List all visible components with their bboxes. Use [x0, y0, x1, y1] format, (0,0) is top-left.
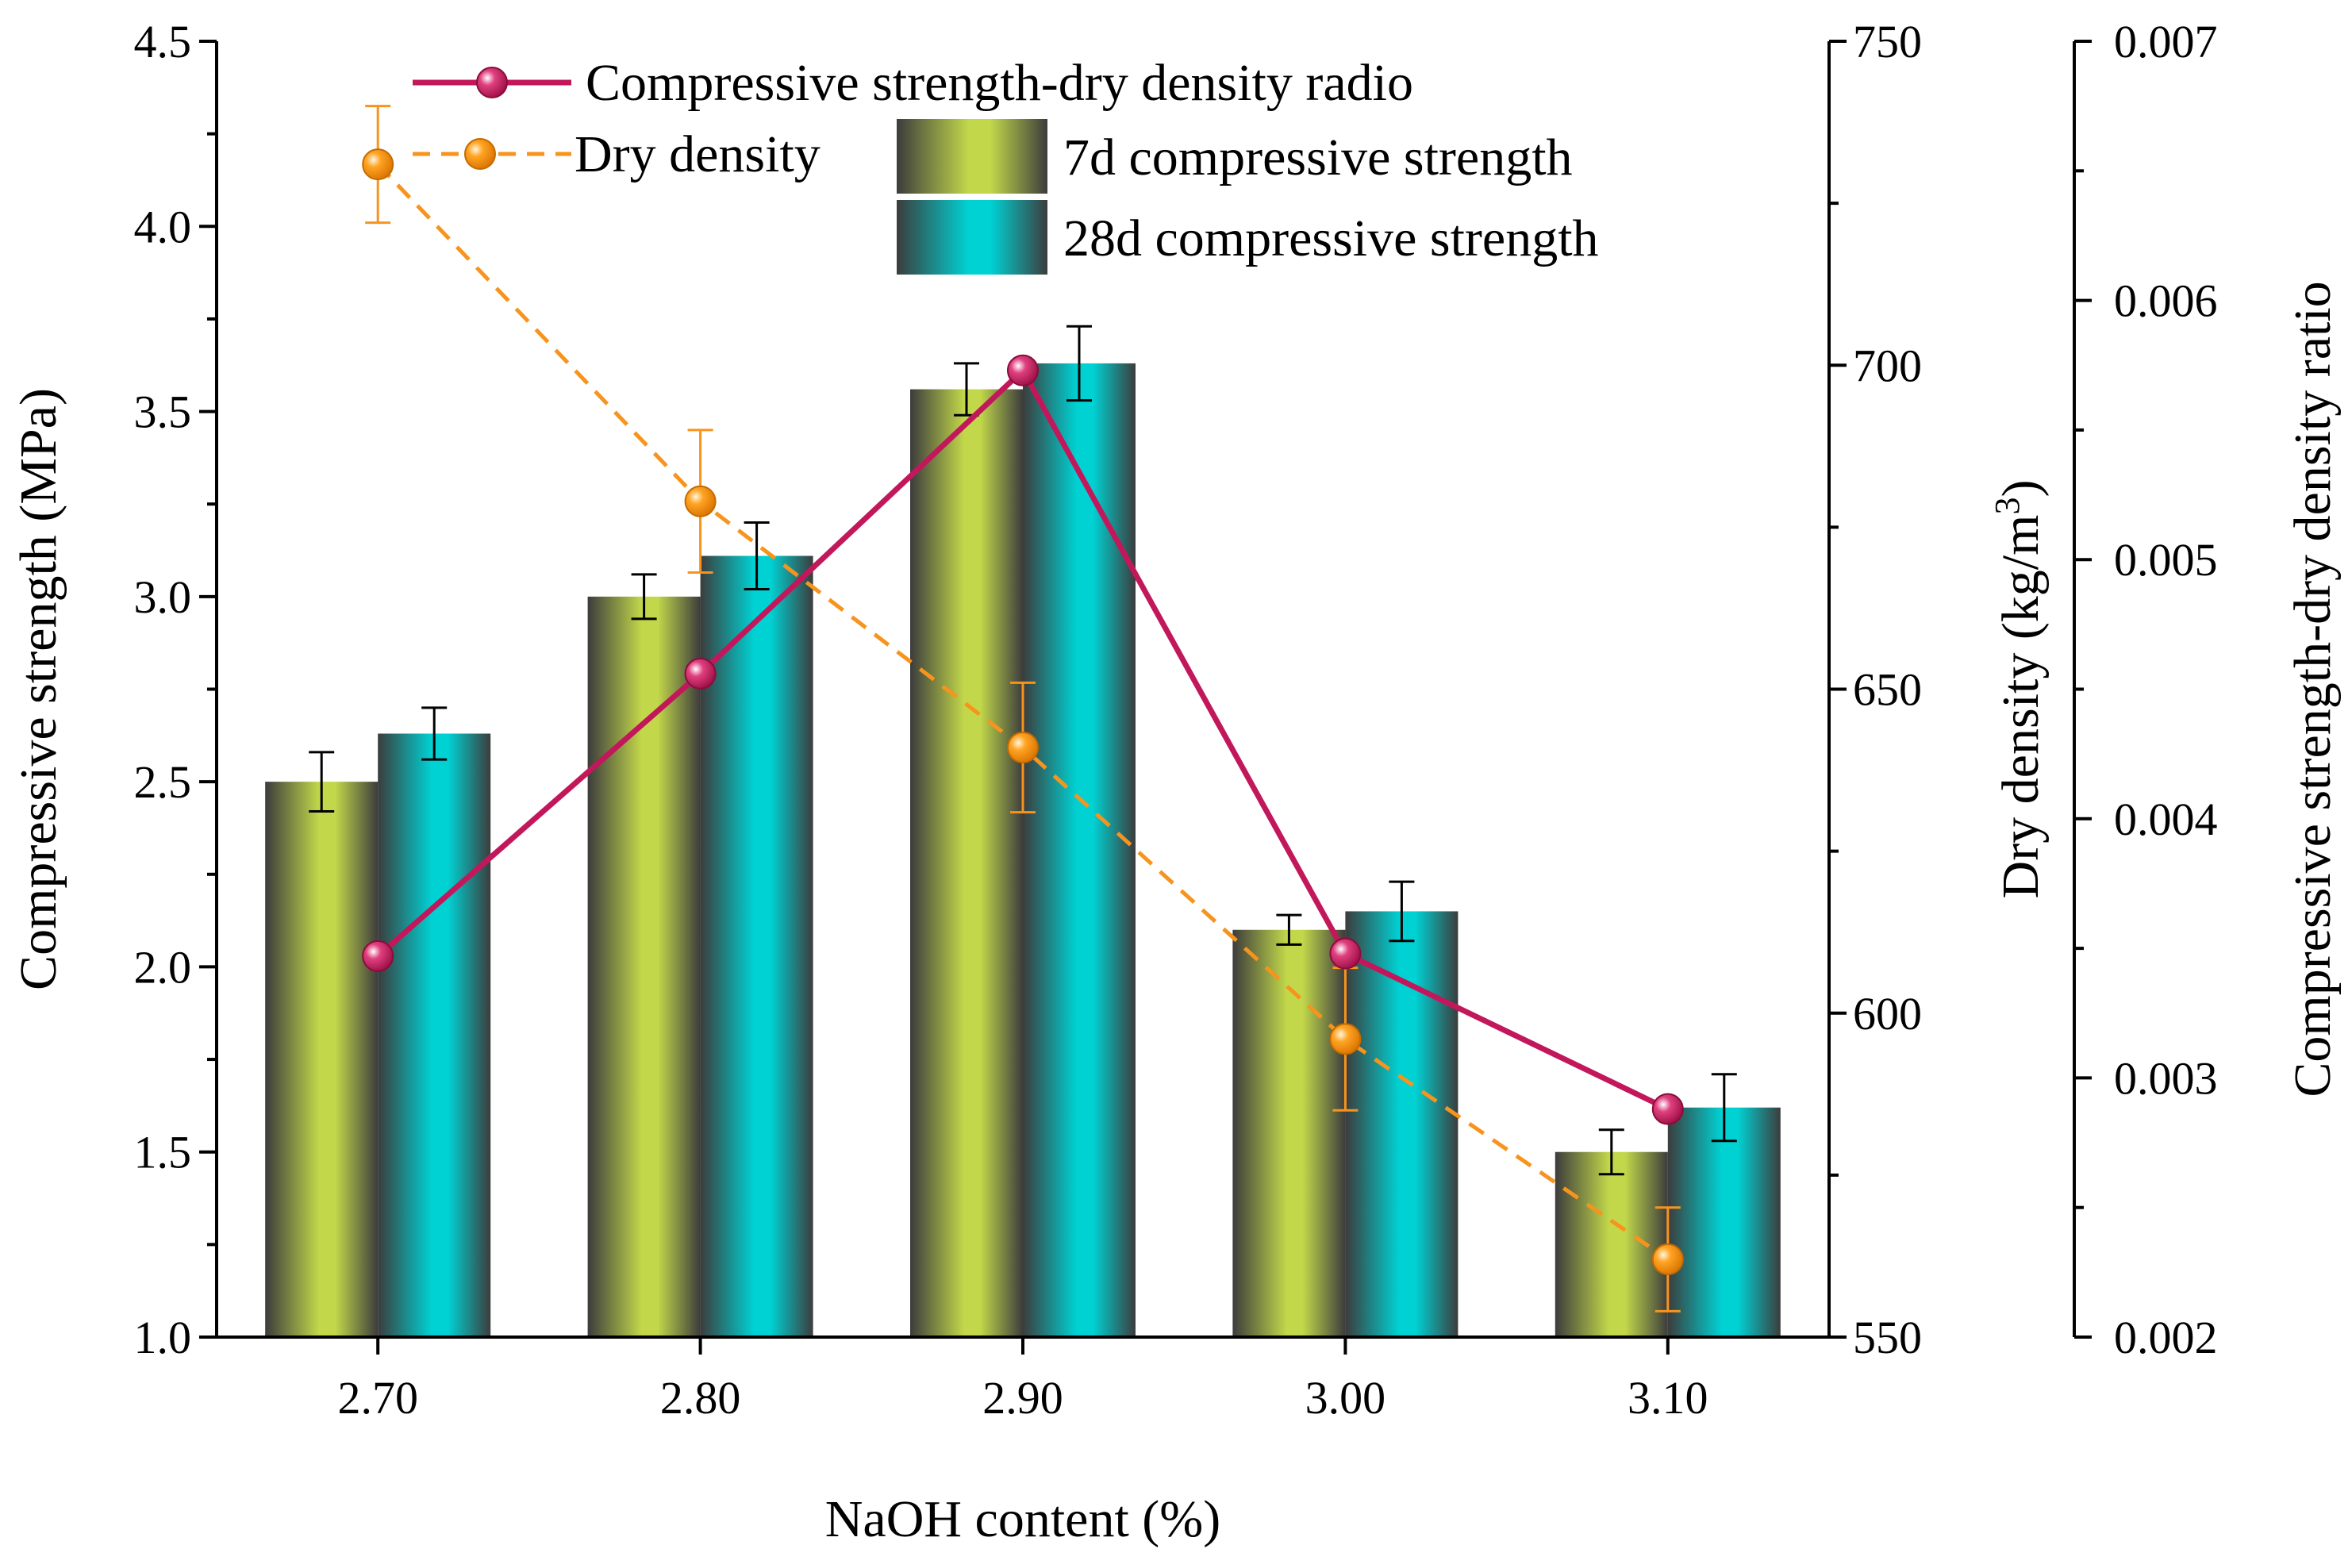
y-tick-label-1.0: 1.0	[134, 1312, 192, 1363]
legend-7d-label: 7d compressive strength	[1063, 129, 1573, 186]
bar-7d-3.10	[1555, 1151, 1668, 1337]
bar-28d-2.90	[1023, 363, 1136, 1338]
y2-axis-title-close: )	[1992, 480, 2050, 498]
y-axis-title: Compressive strength (MPa)	[10, 388, 67, 990]
error-bar-7d-3.00	[1276, 913, 1302, 946]
ratio-point-2.70	[362, 940, 394, 972]
bars-layer	[265, 325, 1781, 1338]
y2-axis-title-main: Dry density (kg/m	[1992, 515, 2050, 899]
y3-tick-label-0.005: 0.005	[2114, 534, 2218, 586]
ratio-point-3.10	[1651, 1093, 1684, 1125]
error-bar-28d-2.70	[421, 706, 448, 761]
bar-28d-3.00	[1345, 911, 1458, 1337]
y2-tick-label-550: 550	[1853, 1312, 1922, 1363]
error-bar-7d-2.80	[631, 573, 657, 621]
x-tick-label-3.10: 3.10	[1628, 1372, 1708, 1424]
bar-7d-2.90	[910, 389, 1023, 1337]
y-tick-label-4.0: 4.0	[134, 201, 192, 252]
x-tick-label-2.90: 2.90	[982, 1372, 1063, 1424]
legend-ratio-label: Compressive strength-dry density radio	[586, 54, 1413, 112]
legend-28d-label: 28d compressive strength	[1063, 209, 1599, 267]
y2-tick-label-650: 650	[1853, 664, 1922, 716]
y-tick-label-2.5: 2.5	[134, 756, 192, 808]
error-bar-7d-2.70	[309, 751, 335, 813]
legend-ratio-marker	[476, 67, 508, 98]
y3-tick-label-0.007: 0.007	[2114, 16, 2218, 67]
y-tick-label-3.0: 3.0	[134, 571, 192, 623]
y3-tick-label-0.003: 0.003	[2114, 1052, 2218, 1104]
y-tick-label-1.5: 1.5	[134, 1127, 192, 1178]
y3-axis-title: Compressive strength-dry density ratio	[2284, 281, 2342, 1097]
lines-layer	[362, 105, 1684, 1312]
error-bar-28d-2.90	[1066, 325, 1092, 402]
y-tick-label-2.0: 2.0	[134, 941, 192, 993]
y3-tick-label-0.004: 0.004	[2114, 794, 2218, 845]
x-tick-label-2.70: 2.70	[337, 1372, 418, 1424]
legend-7d-swatch	[897, 119, 1047, 194]
y2-tick-label-600: 600	[1853, 988, 1922, 1040]
error-bar-28d-2.80	[744, 521, 770, 591]
bar-7d-3.00	[1232, 929, 1346, 1337]
x-tick-label-2.80: 2.80	[660, 1372, 741, 1424]
x-tick-label-3.00: 3.00	[1305, 1372, 1386, 1424]
bar-28d-2.80	[700, 555, 813, 1337]
x-axis-title: NaOH content (%)	[825, 1490, 1220, 1548]
density-point-3.00	[1329, 1023, 1362, 1055]
legend-density-marker	[464, 138, 496, 170]
ratio-point-3.00	[1329, 937, 1362, 970]
density-point-2.70	[362, 148, 394, 181]
ratio-point-2.90	[1007, 354, 1039, 386]
axes-layer: 1.0 1.5 2.0 2.5 3.0 3.5 4.0 4.5 550 600 650 700 750 0…	[10, 16, 2342, 1548]
error-bar-28d-3.10	[1711, 1073, 1737, 1143]
legend-density-label: Dry density	[575, 125, 821, 183]
y3-tick-label-0.002: 0.002	[2114, 1312, 2218, 1363]
error-bar-7d-3.10	[1598, 1128, 1624, 1176]
density-point-3.10	[1651, 1243, 1684, 1276]
y-tick-label-3.5: 3.5	[134, 386, 192, 438]
density-point-2.80	[684, 485, 717, 517]
error-bar-28d-3.00	[1389, 880, 1415, 943]
bar-7d-2.80	[587, 596, 701, 1337]
bar-28d-3.10	[1667, 1107, 1781, 1337]
legend: Compressive strength-dry density radio Dr…	[413, 54, 1599, 275]
density-point-2.90	[1007, 731, 1039, 763]
ratio-point-2.80	[684, 657, 717, 690]
y2-axis-title-sup: 3	[1988, 498, 2027, 515]
bar-28d-2.70	[378, 733, 491, 1337]
y2-axis-title: Dry density (kg/m3)	[1988, 480, 2050, 899]
bar-7d-2.70	[265, 782, 379, 1337]
y3-tick-label-0.006: 0.006	[2114, 275, 2218, 327]
y2-tick-label-700: 700	[1853, 340, 1922, 391]
y-tick-label-4.5: 4.5	[134, 16, 192, 67]
legend-28d-swatch	[897, 200, 1047, 275]
y2-tick-label-750: 750	[1853, 16, 1922, 67]
